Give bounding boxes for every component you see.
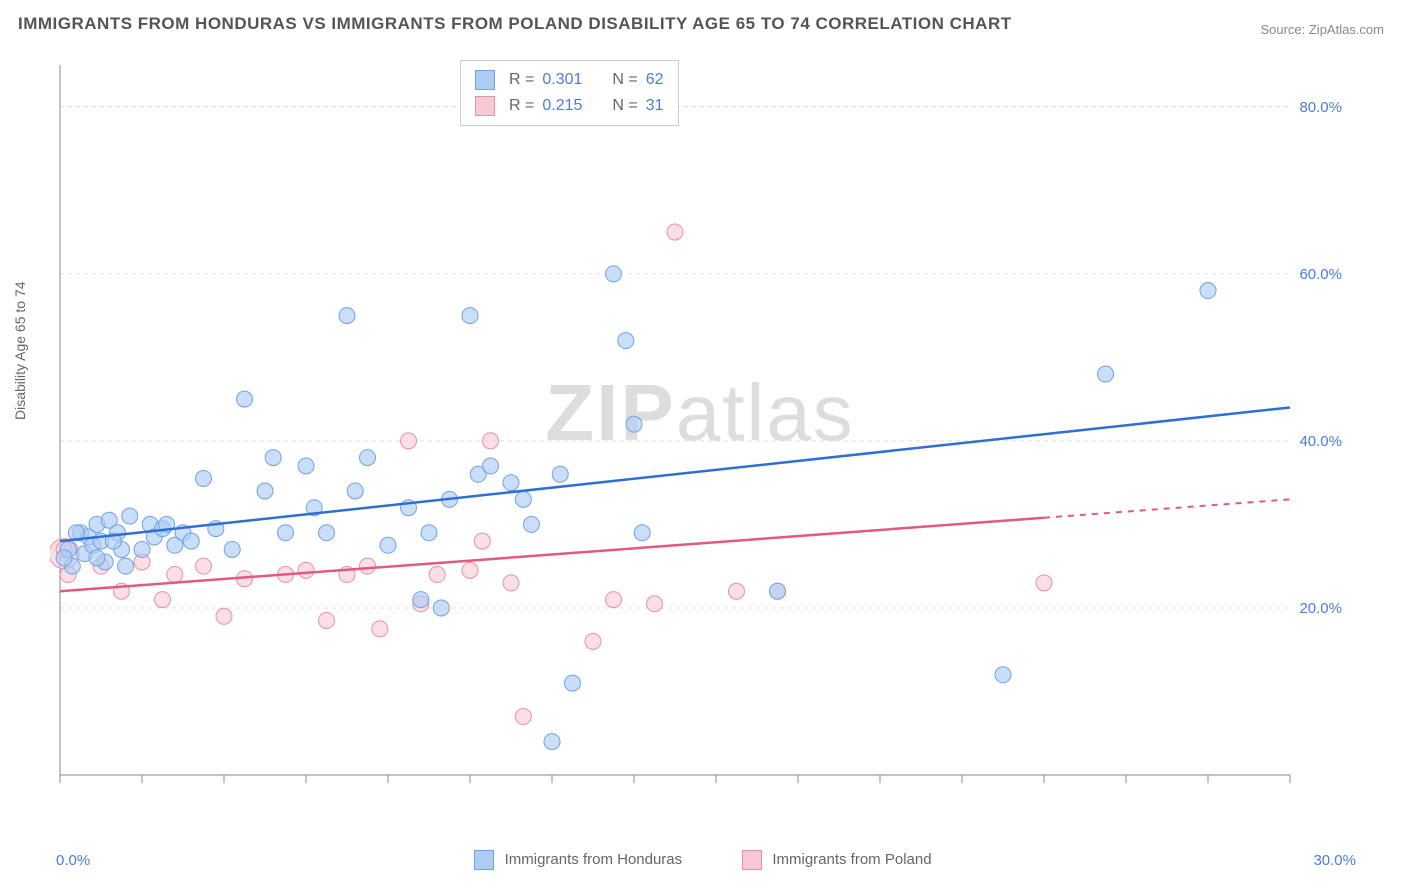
chart-plot-area: 20.0% 40.0% 60.0% 80.0% ZIPatlas bbox=[50, 55, 1350, 795]
x-axis-min-label: 0.0% bbox=[56, 852, 90, 869]
svg-text:80.0%: 80.0% bbox=[1299, 99, 1342, 116]
series1-swatch-icon bbox=[475, 70, 495, 90]
series2-swatch-icon bbox=[742, 850, 762, 870]
stats-legend-box: R = 0.301 N = 62 R = 0.215 N = 31 bbox=[460, 60, 679, 126]
svg-text:20.0%: 20.0% bbox=[1299, 600, 1342, 617]
series2-r-value: 0.215 bbox=[542, 97, 582, 115]
stats-n-label: N = bbox=[612, 71, 637, 89]
stats-n-label: N = bbox=[612, 97, 637, 115]
legend-item-series2: Immigrants from Poland bbox=[742, 850, 931, 870]
source-credit: Source: ZipAtlas.com bbox=[1260, 22, 1384, 37]
source-prefix: Source: bbox=[1260, 22, 1308, 37]
series1-n-value: 62 bbox=[646, 71, 664, 89]
chart-title: IMMIGRANTS FROM HONDURAS VS IMMIGRANTS F… bbox=[18, 14, 1012, 34]
stats-row-series2: R = 0.215 N = 31 bbox=[475, 93, 664, 119]
series1-swatch-icon bbox=[474, 850, 494, 870]
series1-r-value: 0.301 bbox=[542, 71, 582, 89]
series2-n-value: 31 bbox=[646, 97, 664, 115]
svg-text:40.0%: 40.0% bbox=[1299, 433, 1342, 450]
series2-swatch-icon bbox=[475, 96, 495, 116]
bottom-legend: 0.0% Immigrants from Honduras Immigrants… bbox=[0, 850, 1406, 870]
series2-label: Immigrants from Poland bbox=[772, 851, 931, 868]
stats-r-label: R = bbox=[509, 97, 534, 115]
x-axis-max-label: 30.0% bbox=[1313, 852, 1356, 869]
legend-item-series1: Immigrants from Honduras bbox=[474, 850, 682, 870]
chart-svg: 20.0% 40.0% 60.0% 80.0% ZIPatlas bbox=[50, 55, 1350, 795]
stats-row-series1: R = 0.301 N = 62 bbox=[475, 67, 664, 93]
y-axis-label: Disability Age 65 to 74 bbox=[12, 281, 28, 420]
source-link[interactable]: ZipAtlas.com bbox=[1309, 22, 1384, 37]
svg-text:60.0%: 60.0% bbox=[1299, 266, 1342, 283]
series1-label: Immigrants from Honduras bbox=[505, 851, 683, 868]
stats-r-label: R = bbox=[509, 71, 534, 89]
svg-text:ZIPatlas: ZIPatlas bbox=[545, 368, 854, 457]
